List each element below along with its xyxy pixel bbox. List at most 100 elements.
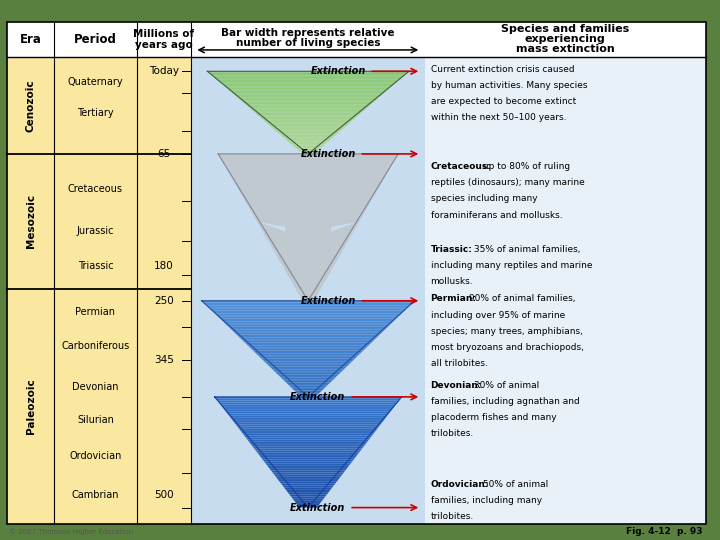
Polygon shape xyxy=(212,76,404,77)
Polygon shape xyxy=(217,315,400,317)
Text: Today: Today xyxy=(149,66,179,76)
Polygon shape xyxy=(274,474,342,476)
Polygon shape xyxy=(253,350,364,352)
Polygon shape xyxy=(255,113,361,114)
Polygon shape xyxy=(292,144,325,146)
Polygon shape xyxy=(253,447,364,449)
Polygon shape xyxy=(222,84,395,85)
Polygon shape xyxy=(287,140,330,141)
Polygon shape xyxy=(248,107,368,109)
Polygon shape xyxy=(215,78,401,79)
Text: species including many: species including many xyxy=(431,194,537,204)
Polygon shape xyxy=(268,124,348,125)
Polygon shape xyxy=(261,118,355,119)
Polygon shape xyxy=(288,141,328,143)
Text: Extinction: Extinction xyxy=(310,66,366,76)
Polygon shape xyxy=(300,151,317,152)
Polygon shape xyxy=(231,329,385,331)
Polygon shape xyxy=(230,328,387,329)
Text: 250: 250 xyxy=(154,296,174,306)
Polygon shape xyxy=(273,472,343,474)
Text: Fig. 4-12  p. 93: Fig. 4-12 p. 93 xyxy=(626,527,702,536)
Polygon shape xyxy=(212,310,405,312)
Polygon shape xyxy=(247,106,369,107)
Text: Cretaceous:: Cretaceous: xyxy=(431,162,492,171)
Polygon shape xyxy=(238,336,378,338)
Polygon shape xyxy=(236,334,380,336)
Polygon shape xyxy=(232,419,384,421)
Polygon shape xyxy=(277,132,339,133)
Polygon shape xyxy=(215,314,402,315)
Polygon shape xyxy=(203,302,413,304)
Polygon shape xyxy=(251,349,365,350)
Polygon shape xyxy=(252,110,364,111)
Text: including many reptiles and marine: including many reptiles and marine xyxy=(431,261,592,270)
Text: 35% of animal families,: 35% of animal families, xyxy=(471,245,580,254)
Text: trilobites.: trilobites. xyxy=(431,512,474,521)
Polygon shape xyxy=(269,125,347,126)
Bar xyxy=(191,57,425,524)
Polygon shape xyxy=(222,320,395,322)
Text: Species and families: Species and families xyxy=(501,24,629,35)
Text: placoderm fishes and many: placoderm fishes and many xyxy=(431,413,556,422)
Text: Paleozoic: Paleozoic xyxy=(26,379,35,434)
Polygon shape xyxy=(215,397,402,399)
Polygon shape xyxy=(220,82,396,84)
Polygon shape xyxy=(246,437,371,440)
Polygon shape xyxy=(261,359,355,360)
Text: within the next 50–100 years.: within the next 50–100 years. xyxy=(431,113,566,123)
Text: Period: Period xyxy=(74,32,117,46)
Polygon shape xyxy=(269,367,347,368)
Polygon shape xyxy=(225,323,392,325)
Polygon shape xyxy=(219,402,397,404)
Polygon shape xyxy=(223,322,393,323)
Polygon shape xyxy=(296,392,320,394)
Polygon shape xyxy=(222,406,395,408)
Polygon shape xyxy=(250,443,366,445)
Text: Cambrian: Cambrian xyxy=(72,490,119,500)
Text: Bar width represents relative: Bar width represents relative xyxy=(221,28,395,38)
Polygon shape xyxy=(297,504,320,506)
Polygon shape xyxy=(288,493,328,495)
Polygon shape xyxy=(237,427,379,428)
Text: 50% of animal: 50% of animal xyxy=(480,480,548,489)
Polygon shape xyxy=(258,355,359,357)
Polygon shape xyxy=(301,152,315,154)
Polygon shape xyxy=(217,79,400,81)
Polygon shape xyxy=(260,357,357,359)
Polygon shape xyxy=(220,319,397,320)
Polygon shape xyxy=(217,401,399,402)
Polygon shape xyxy=(235,423,382,424)
Polygon shape xyxy=(297,150,319,151)
Text: Ordovician:: Ordovician: xyxy=(431,480,489,489)
Polygon shape xyxy=(218,154,398,301)
Polygon shape xyxy=(278,374,338,376)
Polygon shape xyxy=(207,306,410,307)
Polygon shape xyxy=(253,111,363,113)
Polygon shape xyxy=(256,354,360,355)
Text: trilobites.: trilobites. xyxy=(431,429,474,438)
Polygon shape xyxy=(271,126,346,128)
Text: mollusks.: mollusks. xyxy=(431,277,473,286)
Polygon shape xyxy=(233,331,383,333)
Text: families, including agnathan and: families, including agnathan and xyxy=(431,397,580,406)
Polygon shape xyxy=(271,368,345,370)
Polygon shape xyxy=(263,119,354,121)
Polygon shape xyxy=(256,114,360,116)
Polygon shape xyxy=(248,346,369,347)
Polygon shape xyxy=(225,410,392,411)
Text: most bryozoans and brachiopods,: most bryozoans and brachiopods, xyxy=(431,343,583,352)
Polygon shape xyxy=(228,326,388,328)
Polygon shape xyxy=(266,463,351,465)
Polygon shape xyxy=(296,148,320,150)
Polygon shape xyxy=(235,333,382,334)
Text: Extinction: Extinction xyxy=(290,392,346,402)
Polygon shape xyxy=(244,103,372,104)
Text: years ago: years ago xyxy=(135,39,193,50)
Polygon shape xyxy=(288,384,328,386)
Polygon shape xyxy=(248,441,368,443)
Polygon shape xyxy=(244,436,372,437)
Polygon shape xyxy=(223,85,393,86)
Polygon shape xyxy=(242,102,374,103)
Polygon shape xyxy=(282,485,334,487)
